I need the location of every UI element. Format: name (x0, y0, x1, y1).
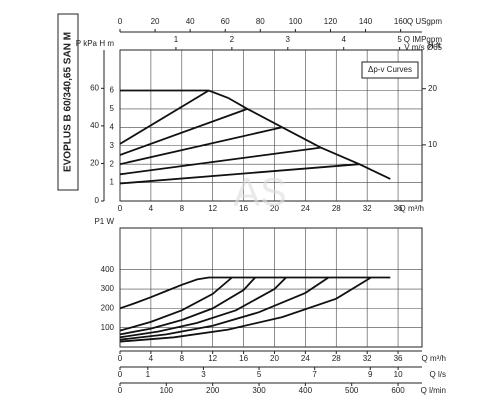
y-tick-label: 3 (110, 141, 115, 150)
x-tick-label: 36 (394, 204, 403, 213)
x-tick-label: 4 (149, 204, 154, 213)
top-tick-label: 3 (286, 35, 291, 44)
y-tick-label: 6 (110, 86, 115, 95)
x-tick-label: 4 (149, 354, 154, 363)
curve (119, 126, 283, 166)
y2-axis-label: P kPa (76, 39, 98, 48)
x-tick-label: 300 (252, 386, 266, 395)
top-tick-label: 60 (221, 17, 230, 26)
x-tick-label: 20 (270, 354, 279, 363)
x-tick-label: 1 (146, 370, 151, 379)
top-tick-label: 20 (151, 17, 160, 26)
y-tick-label: 400 (101, 265, 115, 274)
x-tick-label: 200 (206, 386, 220, 395)
y2-tick-label: 20 (90, 159, 99, 168)
y-axis-label: P1 W (94, 217, 114, 226)
y-tick-label: 100 (101, 323, 115, 332)
curve (119, 276, 372, 343)
x-tick-label: 9 (368, 370, 373, 379)
x-tick-label: 0 (118, 370, 123, 379)
side-title: EVOPLUS B 60/340,65 SAN M (63, 32, 74, 172)
right-tick-label: 20 (428, 84, 437, 93)
x-tick-label: 0 (118, 204, 123, 213)
x-tick-label: 10 (394, 370, 403, 379)
curve (120, 89, 391, 180)
curve (119, 276, 287, 339)
y-tick-label: 300 (101, 284, 115, 293)
y-tick-label: 1 (110, 178, 115, 187)
legend-box (361, 61, 419, 79)
y-axis-label: H m (99, 39, 114, 48)
x-tick-label: 16 (239, 354, 248, 363)
curve (119, 146, 321, 176)
x-tick-label: 100 (160, 386, 174, 395)
title-box (57, 13, 79, 191)
right-axis-label: H ft (428, 41, 441, 50)
x-tick-label: 3 (201, 370, 206, 379)
x-axis-label: Q l/min (421, 386, 446, 395)
x-tick-label: 0 (118, 354, 123, 363)
curve (119, 276, 233, 332)
x-tick-label: 600 (391, 386, 405, 395)
y-tick-label: 2 (110, 159, 115, 168)
top-tick-label: 0 (118, 17, 123, 26)
x-axis-label: Q m³/h (400, 204, 424, 213)
curve (119, 89, 210, 145)
curve (119, 276, 391, 310)
x-axis-label: Q m³/h (422, 354, 446, 363)
x-tick-label: 12 (208, 354, 217, 363)
top-axis-label: Q IMPgpm (404, 35, 443, 44)
legend-text: Δp-v Curves (368, 65, 412, 74)
x-tick-label: 36 (394, 354, 403, 363)
top-tick-label: 1 (174, 35, 179, 44)
top-tick-label: 80 (256, 17, 265, 26)
top-tick-label: 100 (289, 17, 303, 26)
y-tick-label: 200 (101, 303, 115, 312)
x-tick-label: 32 (363, 204, 372, 213)
y2-tick-label: 0 (95, 196, 100, 205)
y2-tick-label: 40 (90, 121, 99, 130)
x-tick-label: 24 (301, 204, 310, 213)
x-tick-label: 500 (345, 386, 359, 395)
y-tick-label: 4 (110, 122, 115, 131)
y-tick-label: 5 (110, 104, 115, 113)
top-tick-label: 160 (394, 17, 408, 26)
top-tick-label: 5 (397, 35, 402, 44)
curve (119, 108, 248, 156)
x-tick-label: 32 (363, 354, 372, 363)
top-tick-label: 140 (359, 17, 373, 26)
x-tick-label: 400 (299, 386, 313, 395)
x-tick-label: 7 (312, 370, 317, 379)
top-tick-label: 4 (341, 35, 346, 44)
curve (119, 276, 329, 341)
x-tick-label: 20 (270, 204, 279, 213)
curve (119, 276, 256, 336)
x-tick-label: 8 (180, 204, 185, 213)
top-tick-label: 40 (186, 17, 195, 26)
x-tick-label: 24 (301, 354, 310, 363)
top-axis-label: V m/s Ø65 (404, 43, 442, 52)
y2-tick-label: 60 (90, 83, 99, 92)
top-tick-label: 2 (230, 35, 235, 44)
x-tick-label: 28 (332, 354, 341, 363)
right-tick-label: 10 (428, 140, 437, 149)
x-tick-label: 5 (257, 370, 262, 379)
x-tick-label: 0 (118, 386, 123, 395)
curve (119, 163, 360, 185)
top-axis-label: Q USgpm (407, 17, 442, 26)
watermark: AS (233, 171, 286, 215)
x-tick-label: 12 (208, 204, 217, 213)
x-axis-label: Q l/s (430, 370, 446, 379)
x-tick-label: 28 (332, 204, 341, 213)
x-tick-label: 8 (180, 354, 185, 363)
top-tick-label: 120 (324, 17, 338, 26)
x-tick-label: 16 (239, 204, 248, 213)
